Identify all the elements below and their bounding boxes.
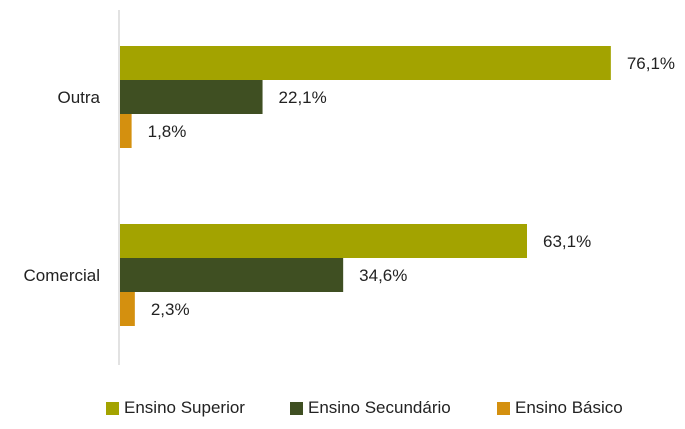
data-label: 1,8% — [148, 122, 187, 141]
data-label: 34,6% — [359, 266, 407, 285]
value-labels: 76,1% 22,1% 1,8% 63,1% 34,6% 2,3% — [148, 54, 675, 319]
data-label: 2,3% — [151, 300, 190, 319]
legend-label: Ensino Básico — [515, 398, 623, 417]
bar-0-1 — [120, 224, 527, 258]
bar-0-0 — [120, 46, 611, 80]
legend-label: Ensino Superior — [124, 398, 245, 417]
data-label: 63,1% — [543, 232, 591, 251]
legend-swatch — [497, 402, 510, 415]
bars — [120, 46, 611, 326]
legend-swatch — [106, 402, 119, 415]
category-label: Comercial — [23, 266, 100, 285]
category-labels: Outra Comercial — [23, 88, 100, 285]
bar-1-1 — [120, 258, 344, 292]
data-label: 22,1% — [279, 88, 327, 107]
bar-2-1 — [120, 292, 135, 326]
legend-swatch — [290, 402, 303, 415]
bar-2-0 — [120, 114, 132, 148]
legend: Ensino Superior Ensino Secundário Ensino B… — [106, 398, 623, 417]
bar-1-0 — [120, 80, 263, 114]
category-label: Outra — [57, 88, 100, 107]
legend-label: Ensino Secundário — [308, 398, 451, 417]
data-label: 76,1% — [627, 54, 675, 73]
